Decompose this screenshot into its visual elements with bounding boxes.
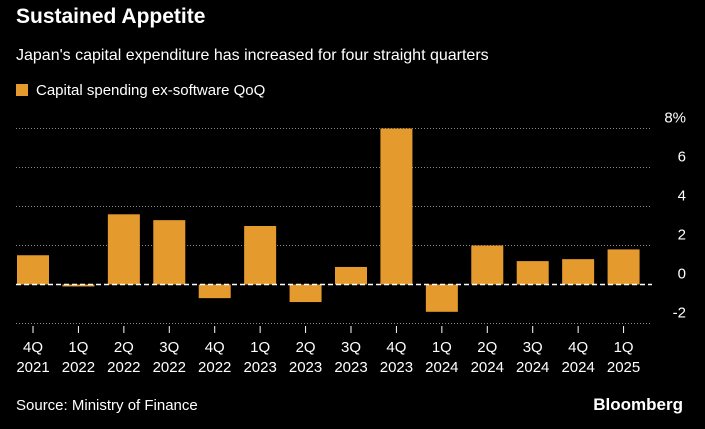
bar [562,259,595,285]
bar [17,255,49,285]
x-tick-label-year: 2023 [289,359,322,376]
chart-subtitle: Japan's capital expenditure has increase… [16,47,489,64]
bar [153,220,186,285]
y-tick-label: 4 [678,188,686,205]
x-tick-label-quarter: 4Q [23,339,43,356]
x-tick-label-year: 2024 [425,359,458,376]
bloomberg-logo: Bloomberg [593,395,683,414]
bar [380,128,413,285]
legend-swatch [16,84,28,96]
y-tick-label: 6 [678,149,686,166]
y-tick-label: 8% [664,110,686,127]
x-tick-label-quarter: 3Q [341,339,361,356]
x-tick-label-year: 2025 [607,359,640,376]
x-tick-label-quarter: 4Q [386,339,406,356]
bar [607,249,640,285]
x-tick-label-year: 2023 [380,359,413,376]
bar [62,284,95,287]
x-tick-label-year: 2023 [334,359,367,376]
x-tick-label-quarter: 2Q [296,339,316,356]
x-tick-label-quarter: 3Q [523,339,543,356]
x-tick-label-quarter: 4Q [205,339,225,356]
x-tick-label-quarter: 2Q [477,339,497,356]
x-tick-label-year: 2022 [153,359,186,376]
x-tick-label-year: 2024 [561,359,594,376]
x-tick-label-quarter: 1Q [614,339,634,356]
x-tick-label-quarter: 2Q [114,339,134,356]
bar [289,284,322,303]
x-tick-label-quarter: 1Q [68,339,88,356]
x-tick-label-year: 2024 [471,359,504,376]
x-tick-label-quarter: 1Q [250,339,270,356]
x-tick-label-year: 2022 [198,359,231,376]
bar [471,245,504,285]
y-tick-label: 0 [678,266,686,283]
x-tick-label-year: 2022 [62,359,95,376]
bar [244,226,277,285]
x-tick-label-year: 2024 [516,359,549,376]
x-tick-label-year: 2022 [107,359,140,376]
x-tick-label-year: 2021 [16,359,49,376]
bar [516,261,549,285]
legend: Capital spending ex-software QoQ [16,80,265,100]
x-tick-label-year: 2023 [243,359,276,376]
x-tick-label-quarter: 3Q [159,339,179,356]
y-tick-label: 2 [678,227,686,244]
bar [425,284,458,312]
bar [198,284,231,299]
bar [335,266,367,285]
legend-label: Capital spending ex-software QoQ [36,81,266,99]
y-tick-label: -2 [673,305,686,322]
x-tick-label-quarter: 1Q [432,339,452,356]
source-note: Source: Ministry of Finance [16,397,198,414]
x-tick-label-quarter: 4Q [568,339,588,356]
bar [107,214,140,285]
chart-title: Sustained Appetite [16,5,206,28]
